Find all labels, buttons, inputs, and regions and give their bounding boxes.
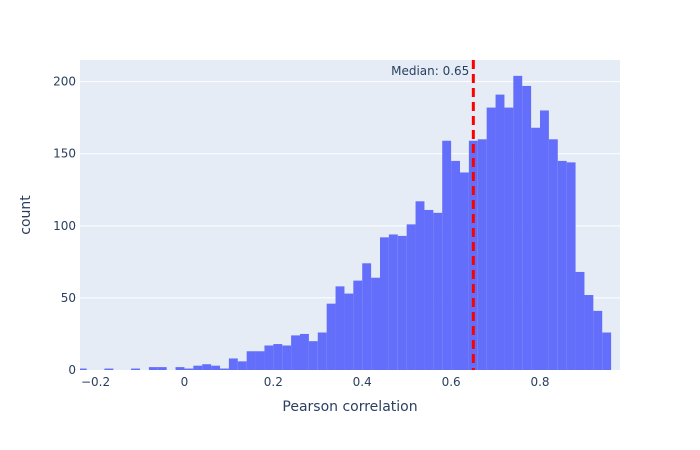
y-axis-ticks: 0 50 100 150 200 bbox=[53, 75, 76, 377]
histogram-bar bbox=[317, 332, 327, 370]
histogram-bar bbox=[104, 368, 114, 370]
histogram-bar bbox=[531, 127, 540, 370]
x-tick-label: 0.4 bbox=[353, 375, 372, 389]
histogram-bar bbox=[415, 201, 425, 370]
histogram-bar bbox=[220, 368, 229, 370]
x-axis-ticks: −0.2 0 0.2 0.4 0.6 0.8 bbox=[81, 375, 550, 389]
histogram-bar bbox=[477, 139, 487, 370]
histogram-bar bbox=[397, 235, 407, 370]
x-axis-title: Pearson correlation bbox=[282, 399, 417, 415]
histogram-bar bbox=[184, 368, 194, 370]
histogram-bar bbox=[584, 295, 594, 370]
histogram-bar bbox=[148, 367, 158, 370]
histogram-bar bbox=[460, 172, 469, 370]
histogram-bar bbox=[175, 367, 185, 370]
histogram-bar bbox=[380, 237, 389, 370]
histogram-bar bbox=[433, 212, 443, 370]
histogram-bar bbox=[237, 361, 247, 370]
histogram-bar bbox=[495, 94, 505, 371]
y-tick-label: 0 bbox=[68, 363, 76, 377]
y-axis-title: count bbox=[18, 195, 34, 235]
histogram-bar bbox=[442, 140, 452, 370]
histogram-bar bbox=[264, 345, 274, 370]
histogram-bar bbox=[255, 351, 265, 370]
histogram-bar bbox=[300, 333, 309, 370]
histogram-bars bbox=[80, 75, 612, 371]
histogram-bar bbox=[557, 160, 567, 370]
histogram-bar bbox=[202, 364, 212, 370]
histogram-bar bbox=[548, 139, 558, 370]
y-tick-label: 200 bbox=[53, 75, 76, 89]
histogram-bar bbox=[406, 224, 416, 370]
histogram-bar bbox=[273, 344, 283, 370]
histogram-bar bbox=[540, 110, 549, 370]
histogram-bar bbox=[566, 162, 576, 370]
histogram-bar bbox=[362, 263, 372, 370]
histogram-bar bbox=[602, 332, 612, 370]
histogram-bar bbox=[486, 107, 496, 371]
y-tick-label: 150 bbox=[53, 147, 76, 161]
y-tick-label: 100 bbox=[53, 219, 76, 233]
histogram-bar bbox=[80, 368, 87, 370]
histogram-bar bbox=[513, 75, 523, 370]
histogram-bar bbox=[246, 351, 256, 370]
histogram-bar bbox=[282, 345, 292, 370]
x-tick-label: 0.8 bbox=[530, 375, 549, 389]
histogram-bar bbox=[593, 310, 603, 370]
histogram-bar bbox=[291, 335, 300, 370]
histogram-bar bbox=[504, 107, 514, 371]
histogram-bar bbox=[228, 358, 238, 370]
x-tick-label: −0.2 bbox=[81, 375, 110, 389]
histogram-bar bbox=[326, 303, 336, 370]
median-annotation: Median: 0.65 bbox=[391, 64, 469, 78]
x-tick-label: 0 bbox=[181, 375, 189, 389]
x-tick-label: 0.2 bbox=[264, 375, 283, 389]
histogram-bar bbox=[468, 140, 478, 370]
histogram-bar bbox=[131, 368, 140, 370]
histogram-bar bbox=[193, 365, 203, 370]
histogram-bar bbox=[575, 271, 585, 370]
histogram-bar bbox=[451, 160, 460, 370]
histogram-bar bbox=[157, 367, 167, 370]
histogram-bar bbox=[353, 280, 363, 370]
histogram-bar bbox=[371, 277, 380, 370]
y-tick-label: 50 bbox=[61, 291, 76, 305]
histogram-bar bbox=[424, 209, 434, 370]
histogram-bar bbox=[522, 85, 532, 370]
histogram-bar bbox=[308, 341, 318, 370]
x-tick-label: 0.6 bbox=[442, 375, 461, 389]
median-line-group: Median: 0.65 bbox=[391, 60, 475, 370]
histogram-bar bbox=[335, 286, 345, 370]
histogram-bar bbox=[388, 234, 398, 370]
histogram-bar bbox=[211, 365, 220, 370]
histogram-bar bbox=[344, 293, 354, 370]
